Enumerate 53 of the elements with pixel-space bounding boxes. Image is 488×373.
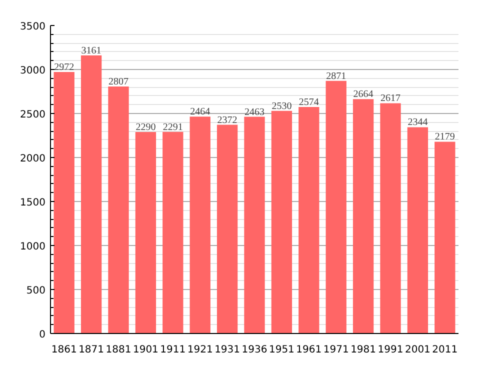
x-tick-label: 1936 [242,344,268,356]
data-label: 2344 [408,117,428,128]
bar [434,142,456,334]
data-label: 2664 [353,89,374,100]
y-tick-label: 3000 [20,66,46,76]
bar [190,116,210,334]
x-tick-label: 1871 [78,344,104,356]
bar [244,116,265,334]
x-tick-label: 1971 [323,344,349,356]
y-tick-label: 2500 [20,110,46,120]
y-tick-label: 3500 [20,22,46,32]
x-tick-label: 2011 [432,344,458,356]
x-tick-label: 1981 [350,344,376,356]
data-label: 2972 [54,62,74,73]
data-label: 2179 [434,132,455,143]
data-label: 2617 [380,93,400,104]
y-tick-label: 1500 [20,198,46,208]
data-label: 3161 [81,45,102,56]
bar [216,124,238,334]
y-tick-label: 1000 [20,242,46,252]
x-tick-label: 2001 [404,344,430,356]
bar [326,80,346,334]
bar [80,55,102,334]
data-label: 2291 [162,122,183,133]
x-tick-label: 1991 [378,344,404,356]
bar [407,127,428,334]
data-label: 2574 [298,96,319,108]
x-tick-label: 1921 [187,344,213,356]
bar [135,132,156,334]
x-tick-label: 1911 [160,344,186,356]
y-tick-label: 500 [26,286,46,296]
bar [298,106,320,334]
data-label: 2807 [108,76,128,88]
y-tick-label: 2000 [20,154,46,164]
bar [54,72,74,334]
data-label: 2464 [190,106,210,118]
data-label: 2463 [244,106,264,118]
x-tick-label: 1861 [51,344,77,356]
x-tick-label: 1931 [214,344,240,356]
bar [162,132,184,334]
bar [352,99,374,334]
x-tick-label: 1951 [268,344,294,356]
data-label: 2290 [136,122,156,133]
x-tick-label: 1901 [132,344,158,356]
data-label: 2372 [217,114,238,126]
bar [108,86,129,334]
y-tick-label: 0 [39,330,46,340]
bar [271,110,292,334]
bar [380,103,401,334]
x-tick-label: 1881 [106,344,132,356]
data-label: 2530 [272,100,292,112]
x-tick-label: 1961 [296,344,322,356]
data-label: 2871 [326,70,346,82]
